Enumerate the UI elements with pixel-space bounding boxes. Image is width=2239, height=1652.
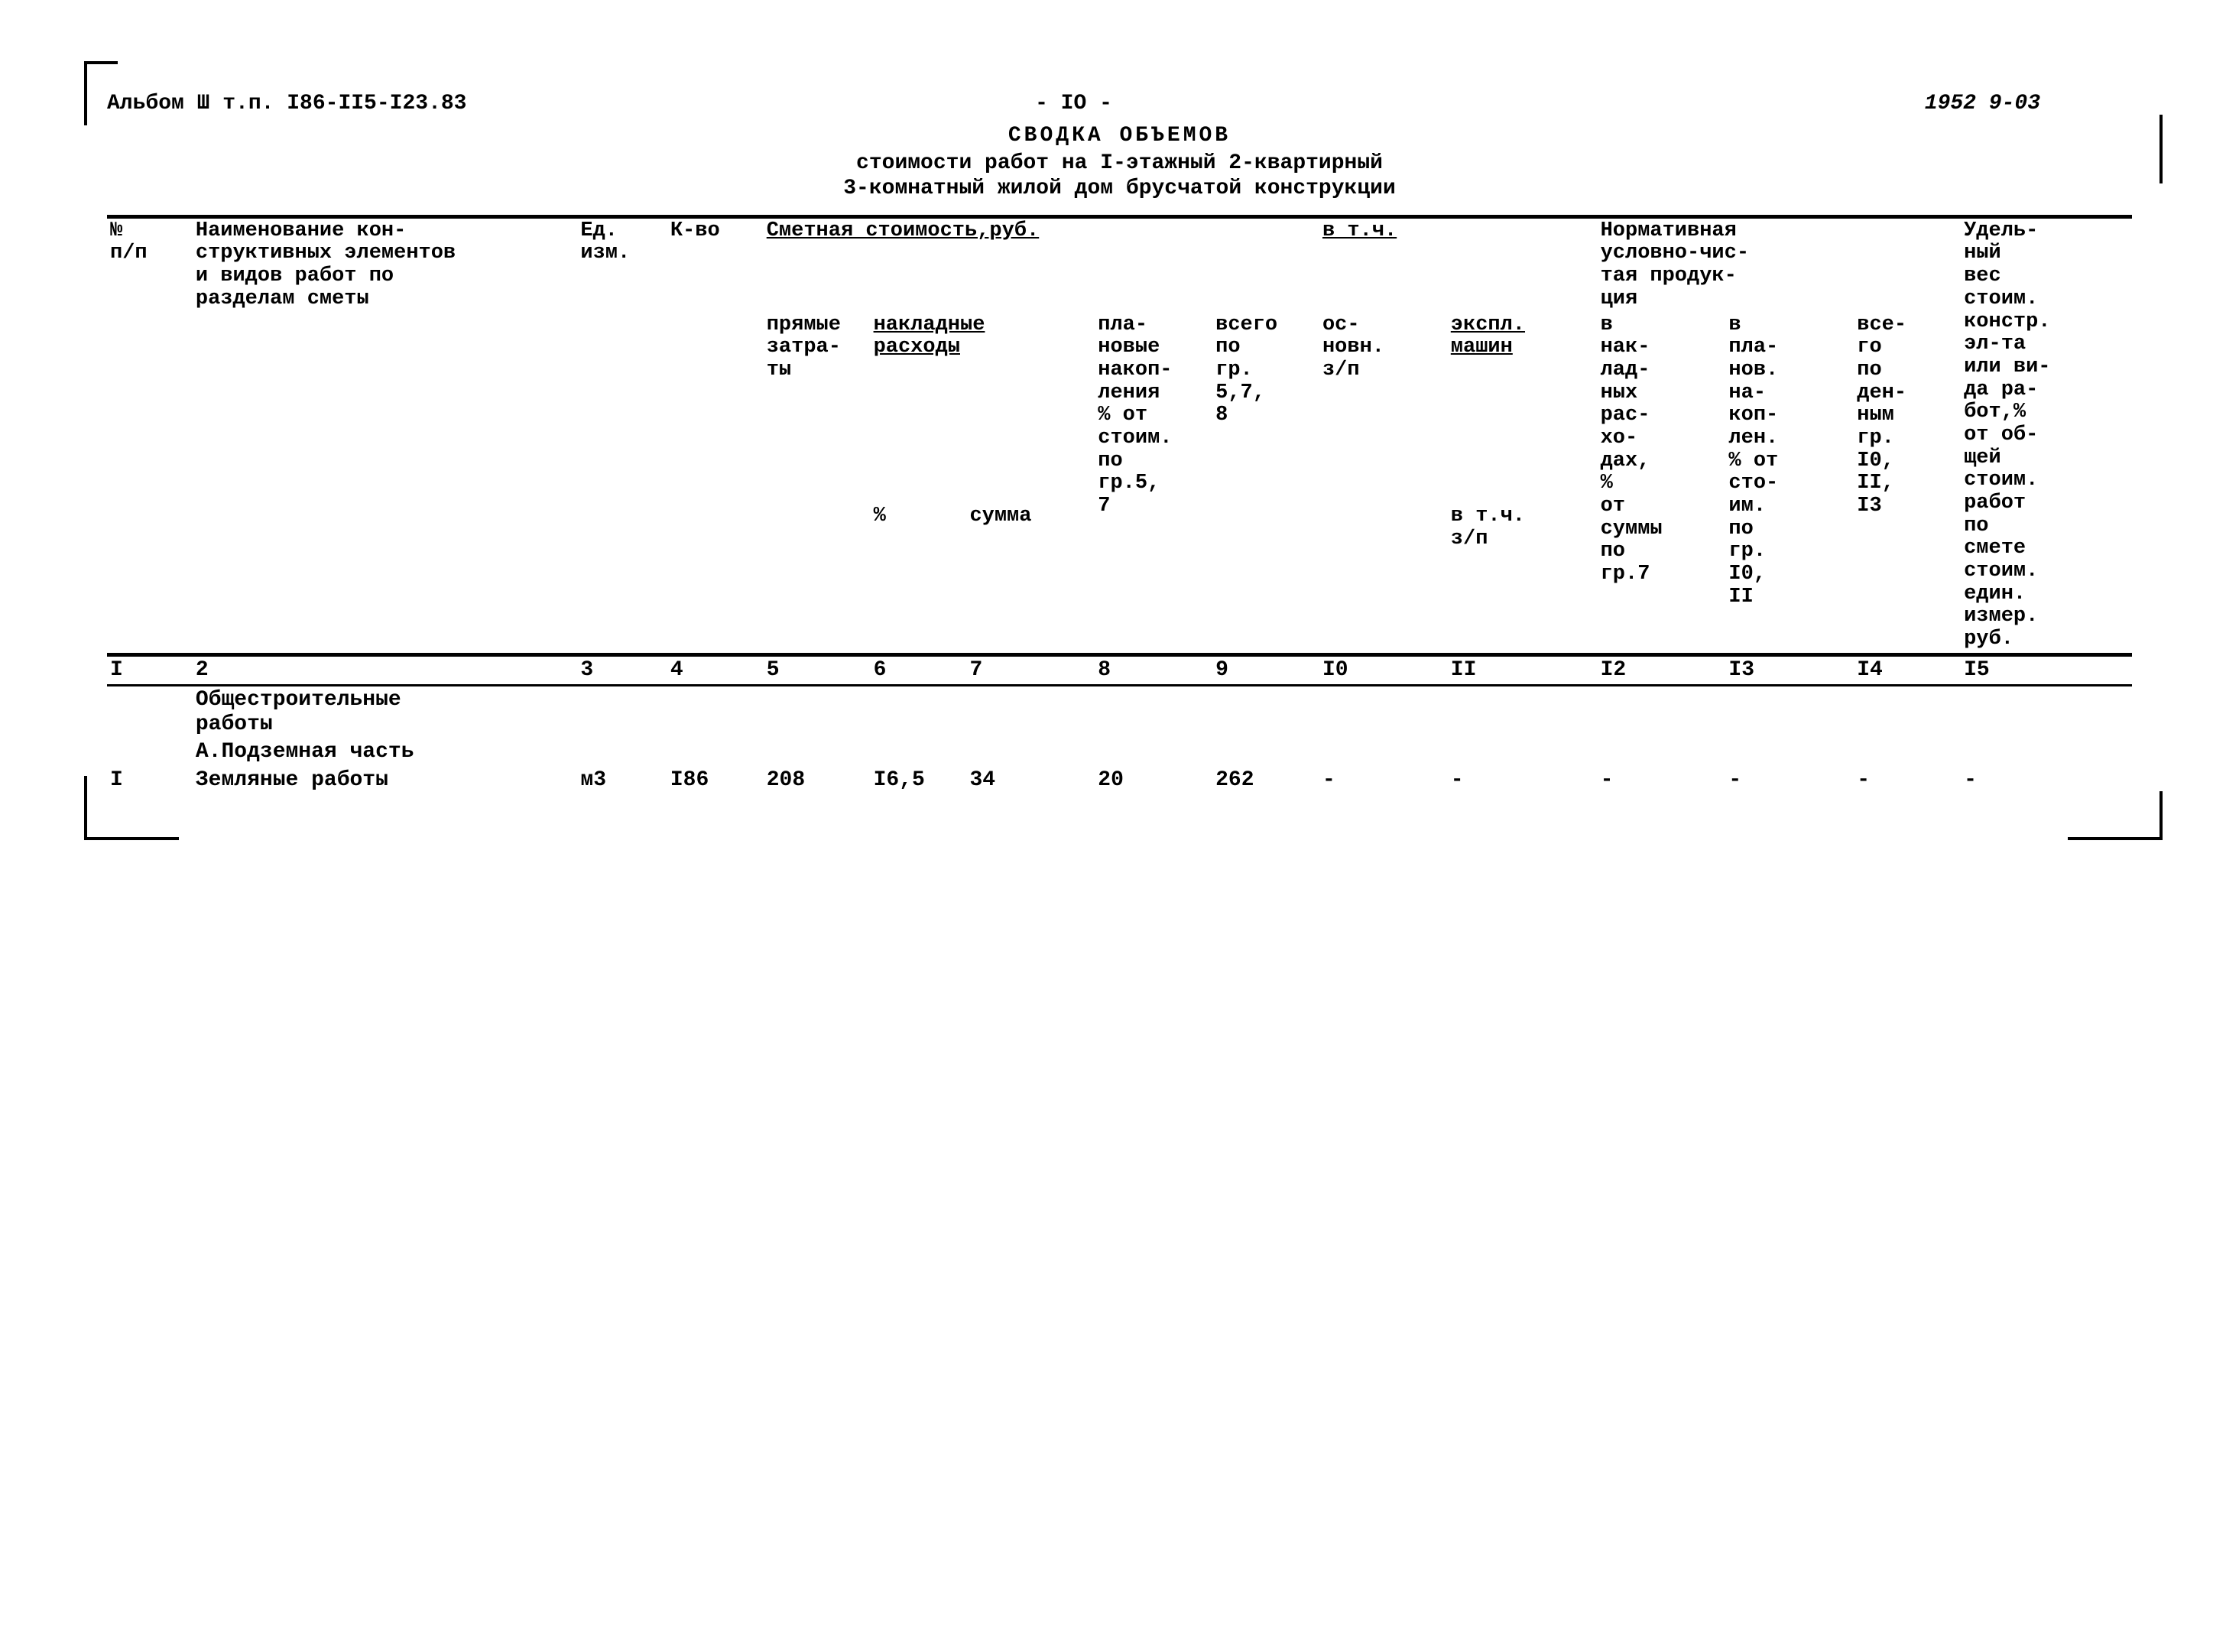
- col-num: I3: [1725, 657, 1854, 684]
- cell: -: [1319, 767, 1448, 794]
- col-group-header: экспл. машин: [1448, 313, 1598, 504]
- cell: -: [1725, 767, 1854, 794]
- crop-mark: [2068, 791, 2163, 840]
- section-heading: А.Подземная часть: [193, 738, 2132, 766]
- page: Альбом Ш т.п. I86-II5-I23.83 - IО - 1952…: [107, 92, 2132, 794]
- col-header: в пла- нов. на- коп- лен. % от сто- им. …: [1725, 313, 1854, 653]
- col-num: 6: [871, 657, 967, 684]
- col-num: 4: [667, 657, 764, 684]
- cell: I6,5: [871, 767, 967, 794]
- col-header: Наименование кон- структивных элементов …: [193, 219, 578, 653]
- cell-name: Земляные работы: [193, 767, 578, 794]
- col-header: в т.ч. з/п: [1448, 504, 1598, 653]
- col-group-header: Нормативная условно-чис- тая продук- ция: [1598, 219, 1962, 313]
- doc-code: 1952 9-03: [1396, 92, 2132, 116]
- title-block: СВОДКА ОБЪЕМОВ стоимости работ на I-этаж…: [107, 124, 2132, 201]
- cell: -: [1598, 767, 1726, 794]
- col-num: 7: [966, 657, 1095, 684]
- cell: 20: [1095, 767, 1212, 794]
- col-header: %: [871, 504, 967, 653]
- col-num: I5: [1961, 657, 2132, 684]
- col-group-header: Сметная стоимость,руб.: [764, 219, 1319, 313]
- col-header: К-во: [667, 219, 764, 653]
- cell-unit: м3: [577, 767, 667, 794]
- col-header: Удель- ный вес стоим. констр. эл-та или …: [1961, 219, 2132, 653]
- section-heading: Общестроительные работы: [193, 686, 2132, 738]
- cell: -: [1961, 767, 2132, 794]
- col-header: Ед. изм.: [577, 219, 667, 653]
- col-header: сумма: [966, 504, 1095, 653]
- doc-ref: Альбом Ш т.п. I86-II5-I23.83: [107, 92, 751, 116]
- col-num: 3: [577, 657, 667, 684]
- col-header: ос- новн. з/п: [1319, 313, 1448, 653]
- col-num: I2: [1598, 657, 1726, 684]
- summary-table: № п/п Наименование кон- структивных элем…: [107, 219, 2132, 794]
- crop-mark: [84, 776, 179, 840]
- col-header: № п/п: [107, 219, 193, 653]
- col-header: в нак- лад- ных рас- хо- дах, % от суммы…: [1598, 313, 1726, 653]
- running-header: Альбом Ш т.п. I86-II5-I23.83 - IО - 1952…: [107, 92, 2132, 116]
- page-num: - IО -: [751, 92, 1396, 116]
- col-num: I0: [1319, 657, 1448, 684]
- title-main: СВОДКА ОБЪЕМОВ: [107, 124, 2132, 148]
- col-group-header: накладные расходы: [871, 313, 1095, 504]
- cell: -: [1448, 767, 1598, 794]
- crop-mark: [84, 61, 118, 125]
- col-num: I: [107, 657, 193, 684]
- table-row: I Земляные работы м3 I86 208 I6,5 34 20 …: [107, 767, 2132, 794]
- title-sub1: стоимости работ на I-этажный 2-квартирны…: [107, 151, 2132, 176]
- col-num: II: [1448, 657, 1598, 684]
- cell: 208: [764, 767, 871, 794]
- crop-mark: [2144, 115, 2163, 183]
- cell: -: [1854, 767, 1961, 794]
- col-num: 8: [1095, 657, 1212, 684]
- cell: 34: [966, 767, 1095, 794]
- col-header: всего по гр. 5,7, 8: [1212, 313, 1319, 653]
- col-num: 5: [764, 657, 871, 684]
- cell: 262: [1212, 767, 1319, 794]
- col-num: I4: [1854, 657, 1961, 684]
- title-sub2: 3-комнатный жилой дом брусчатой конструк…: [107, 177, 2132, 201]
- col-header: все- го по ден- ным гр. I0, II, I3: [1854, 313, 1961, 653]
- col-header: прямые затра- ты: [764, 313, 871, 653]
- col-group-header: в т.ч.: [1319, 219, 1598, 313]
- col-num: 2: [193, 657, 578, 684]
- col-header: пла- новые накоп- ления % от стоим. по г…: [1095, 313, 1212, 653]
- column-number-row: I 2 3 4 5 6 7 8 9 I0 II I2 I3 I4 I5: [107, 657, 2132, 684]
- col-num: 9: [1212, 657, 1319, 684]
- cell-qty: I86: [667, 767, 764, 794]
